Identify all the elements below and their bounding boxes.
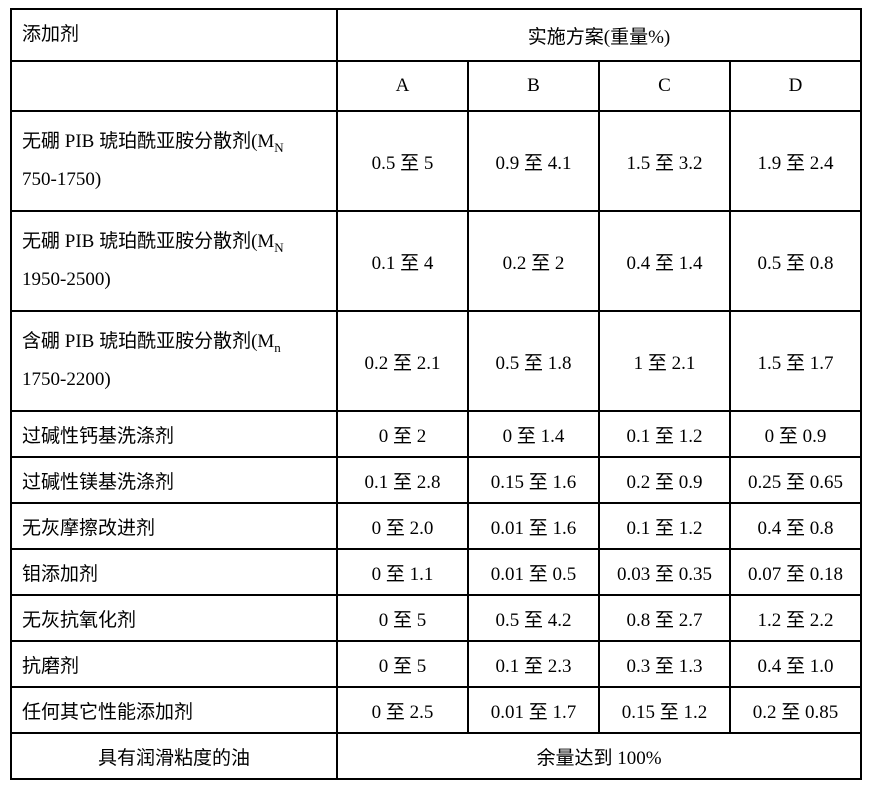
cell-B: 0.01 至 0.5 (468, 549, 599, 595)
cell-B: 0.15 至 1.6 (468, 457, 599, 503)
table-row: 过碱性镁基洗涤剂0.1 至 2.80.15 至 1.60.2 至 0.90.25… (11, 457, 861, 503)
cell-A: 0 至 2 (337, 411, 468, 457)
row-label: 过碱性镁基洗涤剂 (11, 457, 337, 503)
header-schemes: 实施方案(重量%) (337, 9, 861, 61)
cell-C: 0.15 至 1.2 (599, 687, 730, 733)
cell-D: 1.9 至 2.4 (730, 111, 861, 211)
table-row: 任何其它性能添加剂0 至 2.50.01 至 1.70.15 至 1.20.2 … (11, 687, 861, 733)
table-row: 抗磨剂0 至 50.1 至 2.30.3 至 1.30.4 至 1.0 (11, 641, 861, 687)
row-label: 无灰摩擦改进剂 (11, 503, 337, 549)
cell-D: 0.25 至 0.65 (730, 457, 861, 503)
table-row: 无灰抗氧化剂0 至 50.5 至 4.20.8 至 2.71.2 至 2.2 (11, 595, 861, 641)
row-label: 无灰抗氧化剂 (11, 595, 337, 641)
row-label-subscript: N (274, 240, 283, 255)
cell-B: 0.9 至 4.1 (468, 111, 599, 211)
header-blank (11, 61, 337, 111)
table-row: 含硼 PIB 琥珀酰亚胺分散剂(Mn 1750-2200) 0.2 至 2.10.5… (11, 311, 861, 411)
row-label: 钼添加剂 (11, 549, 337, 595)
cell-C: 0.2 至 0.9 (599, 457, 730, 503)
cell-D: 1.2 至 2.2 (730, 595, 861, 641)
row-label-subscript: n (274, 340, 281, 355)
col-D: D (730, 61, 861, 111)
cell-B: 0 至 1.4 (468, 411, 599, 457)
row-label-line1: 含硼 PIB 琥珀酰亚胺分散剂(M (22, 331, 274, 352)
cell-D: 0.4 至 1.0 (730, 641, 861, 687)
table-row: 无灰摩擦改进剂0 至 2.00.01 至 1.60.1 至 1.20.4 至 0… (11, 503, 861, 549)
row-label: 过碱性钙基洗涤剂 (11, 411, 337, 457)
cell-A: 0.1 至 4 (337, 211, 468, 311)
row-label-line2: 1750-2200) (22, 369, 111, 390)
col-A: A (337, 61, 468, 111)
cell-A: 0.2 至 2.1 (337, 311, 468, 411)
cell-B: 0.2 至 2 (468, 211, 599, 311)
table-row: 过碱性钙基洗涤剂0 至 20 至 1.40.1 至 1.20 至 0.9 (11, 411, 861, 457)
cell-D: 0 至 0.9 (730, 411, 861, 457)
cell-A: 0.5 至 5 (337, 111, 468, 211)
cell-D: 0.2 至 0.85 (730, 687, 861, 733)
col-C: C (599, 61, 730, 111)
footer-value: 余量达到 100% (337, 733, 861, 779)
cell-A: 0.1 至 2.8 (337, 457, 468, 503)
row-label-line2: 750-1750) (22, 169, 101, 190)
table-row: 钼添加剂0 至 1.10.01 至 0.50.03 至 0.350.07 至 0… (11, 549, 861, 595)
header-additive: 添加剂 (11, 9, 337, 61)
cell-C: 0.3 至 1.3 (599, 641, 730, 687)
cell-A: 0 至 2.5 (337, 687, 468, 733)
cell-C: 0.03 至 0.35 (599, 549, 730, 595)
cell-C: 0.1 至 1.2 (599, 503, 730, 549)
col-B: B (468, 61, 599, 111)
row-label-line1: 无硼 PIB 琥珀酰亚胺分散剂(M (22, 231, 274, 252)
cell-A: 0 至 1.1 (337, 549, 468, 595)
cell-C: 0.8 至 2.7 (599, 595, 730, 641)
footer-label: 具有润滑粘度的油 (11, 733, 337, 779)
cell-D: 1.5 至 1.7 (730, 311, 861, 411)
cell-B: 0.01 至 1.6 (468, 503, 599, 549)
cell-D: 0.07 至 0.18 (730, 549, 861, 595)
cell-B: 0.5 至 4.2 (468, 595, 599, 641)
cell-C: 0.4 至 1.4 (599, 211, 730, 311)
cell-B: 0.5 至 1.8 (468, 311, 599, 411)
row-label-line2: 1950-2500) (22, 269, 111, 290)
cell-C: 0.1 至 1.2 (599, 411, 730, 457)
cell-D: 0.4 至 0.8 (730, 503, 861, 549)
additive-table: 添加剂 实施方案(重量%) A B C D 无硼 PIB 琥珀酰亚胺分散剂(MN… (10, 8, 862, 780)
row-label: 任何其它性能添加剂 (11, 687, 337, 733)
row-label: 抗磨剂 (11, 641, 337, 687)
row-label-subscript: N (274, 140, 283, 155)
cell-C: 1 至 2.1 (599, 311, 730, 411)
table-row: 无硼 PIB 琥珀酰亚胺分散剂(MN 1950-2500) 0.1 至 40.2 至… (11, 211, 861, 311)
cell-B: 0.01 至 1.7 (468, 687, 599, 733)
row-label: 无硼 PIB 琥珀酰亚胺分散剂(MN 750-1750) (11, 111, 337, 211)
cell-C: 1.5 至 3.2 (599, 111, 730, 211)
cell-B: 0.1 至 2.3 (468, 641, 599, 687)
cell-D: 0.5 至 0.8 (730, 211, 861, 311)
row-label: 含硼 PIB 琥珀酰亚胺分散剂(Mn 1750-2200) (11, 311, 337, 411)
row-label: 无硼 PIB 琥珀酰亚胺分散剂(MN 1950-2500) (11, 211, 337, 311)
cell-A: 0 至 5 (337, 595, 468, 641)
row-label-line1: 无硼 PIB 琥珀酰亚胺分散剂(M (22, 131, 274, 152)
table-row: 无硼 PIB 琥珀酰亚胺分散剂(MN 750-1750) 0.5 至 50.9 至 … (11, 111, 861, 211)
cell-A: 0 至 5 (337, 641, 468, 687)
cell-A: 0 至 2.0 (337, 503, 468, 549)
